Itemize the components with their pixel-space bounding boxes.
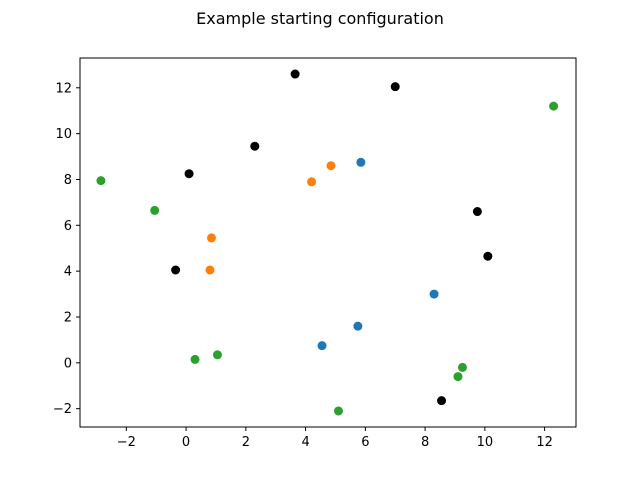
- y-tick-label: 2: [64, 310, 72, 325]
- scatter-point-series-3-3: [212, 350, 222, 360]
- x-tick-label: 2: [242, 435, 250, 450]
- y-tick-label: 8: [64, 173, 72, 188]
- scatter-point-series-3-5: [457, 362, 467, 372]
- x-tick-label: 8: [421, 435, 429, 450]
- x-tick-label: 4: [301, 435, 309, 450]
- chart-title: Example starting configuration: [196, 9, 444, 28]
- scatter-point-series-0-4: [472, 207, 482, 217]
- scatter-point-series-3-7: [333, 406, 343, 416]
- data-points: [96, 69, 559, 416]
- y-tick-label: 10: [55, 127, 72, 142]
- x-tick-label: 0: [182, 435, 190, 450]
- scatter-point-series-3-4: [190, 354, 200, 364]
- scatter-point-series-3-0: [549, 101, 559, 111]
- x-tick-label: −2: [117, 435, 136, 450]
- scatter-point-series-3-1: [96, 176, 106, 186]
- plot-area-frame: [79, 57, 577, 428]
- scatter-point-series-2-3: [205, 265, 215, 275]
- x-tick-label: 6: [361, 435, 369, 450]
- scatter-point-series-0-5: [483, 251, 493, 261]
- scatter-point-series-2-2: [206, 233, 216, 243]
- y-tick-label: 12: [55, 81, 72, 96]
- scatter-point-series-3-6: [453, 372, 463, 382]
- y-axis-ticks: −2 0 2 4 6 8 10 12: [53, 81, 80, 417]
- scatter-point-series-2-1: [307, 177, 317, 187]
- scatter-point-series-0-1: [390, 82, 400, 92]
- x-axis-ticks: −2 0 2 4 6 8 10 12: [117, 427, 553, 450]
- scatter-point-series-0-2: [250, 141, 260, 151]
- scatter-point-series-0-3: [184, 169, 194, 179]
- scatter-point-series-1-2: [353, 321, 363, 331]
- x-tick-label: 12: [536, 435, 553, 450]
- scatter-point-series-0-7: [437, 396, 447, 406]
- scatter-point-series-0-6: [171, 265, 181, 275]
- scatter-point-series-3-2: [150, 205, 160, 215]
- scatter-point-series-1-3: [317, 341, 327, 351]
- y-tick-label: −2: [53, 402, 72, 417]
- scatter-point-series-1-0: [356, 157, 366, 167]
- scatter-point-series-0-0: [290, 69, 300, 79]
- scatter-point-series-1-1: [429, 289, 439, 299]
- y-tick-label: 6: [64, 219, 72, 234]
- scatter-point-series-2-0: [326, 161, 336, 171]
- y-tick-label: 0: [64, 356, 72, 371]
- x-tick-label: 10: [477, 435, 494, 450]
- y-tick-label: 4: [64, 265, 72, 280]
